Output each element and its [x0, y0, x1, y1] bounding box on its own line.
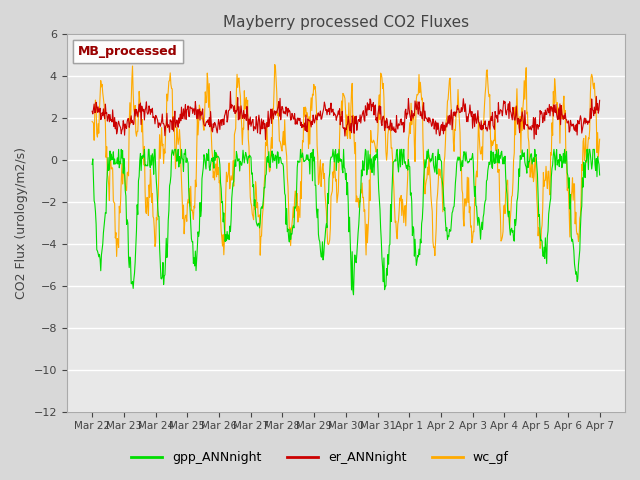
Title: Mayberry processed CO2 Fluxes: Mayberry processed CO2 Fluxes — [223, 15, 469, 30]
Legend: MB_processed: MB_processed — [73, 40, 182, 63]
Legend: gpp_ANNnight, er_ANNnight, wc_gf: gpp_ANNnight, er_ANNnight, wc_gf — [126, 446, 514, 469]
Y-axis label: CO2 Flux (urology/m2/s): CO2 Flux (urology/m2/s) — [15, 147, 28, 299]
